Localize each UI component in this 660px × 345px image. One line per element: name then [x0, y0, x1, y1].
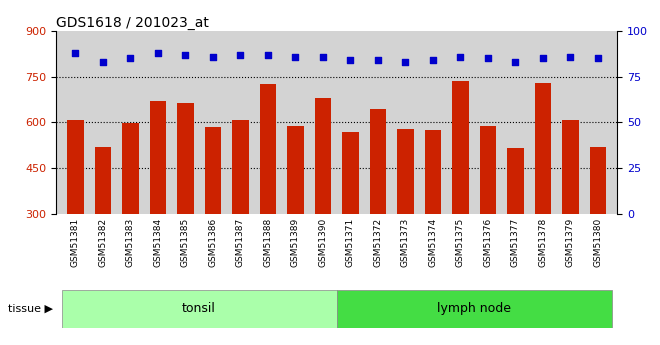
Text: GSM51390: GSM51390 — [318, 218, 327, 267]
Text: GSM51376: GSM51376 — [483, 218, 492, 267]
Text: GSM51373: GSM51373 — [401, 218, 410, 267]
Point — [593, 56, 603, 61]
Point — [510, 59, 521, 65]
Text: GSM51375: GSM51375 — [456, 218, 465, 267]
Text: GSM51372: GSM51372 — [374, 218, 382, 267]
Bar — [589, 147, 606, 214]
Bar — [122, 124, 139, 214]
Point — [207, 54, 218, 59]
Bar — [61, 290, 337, 328]
Bar — [315, 98, 331, 214]
Point — [537, 56, 548, 61]
Point — [372, 58, 383, 63]
Text: GSM51379: GSM51379 — [566, 218, 575, 267]
Bar — [452, 81, 469, 214]
Text: GSM51385: GSM51385 — [181, 218, 190, 267]
Point — [263, 52, 273, 58]
Point — [152, 50, 163, 56]
Bar — [205, 127, 221, 214]
Text: GSM51384: GSM51384 — [153, 218, 162, 267]
Text: GSM51383: GSM51383 — [126, 218, 135, 267]
Point — [400, 59, 411, 65]
Bar — [480, 126, 496, 214]
Bar — [94, 147, 111, 214]
Text: GSM51377: GSM51377 — [511, 218, 520, 267]
Point — [70, 50, 81, 56]
Point — [317, 54, 328, 59]
Bar — [342, 131, 358, 214]
Bar — [562, 120, 579, 214]
Text: tonsil: tonsil — [182, 302, 216, 315]
Text: GSM51378: GSM51378 — [539, 218, 547, 267]
Bar — [337, 290, 612, 328]
Text: GSM51381: GSM51381 — [71, 218, 80, 267]
Bar — [177, 103, 193, 214]
Text: GSM51382: GSM51382 — [98, 218, 108, 267]
Text: GSM51387: GSM51387 — [236, 218, 245, 267]
Text: GSM51388: GSM51388 — [263, 218, 273, 267]
Bar — [397, 129, 414, 214]
Point — [482, 56, 493, 61]
Bar — [507, 148, 523, 214]
Bar — [287, 126, 304, 214]
Text: GSM51386: GSM51386 — [209, 218, 217, 267]
Bar — [535, 83, 551, 214]
Point — [180, 52, 191, 58]
Text: lymph node: lymph node — [437, 302, 511, 315]
Point — [290, 54, 300, 59]
Point — [235, 52, 246, 58]
Point — [345, 58, 356, 63]
Bar — [67, 120, 84, 214]
Point — [455, 54, 465, 59]
Bar — [424, 130, 441, 214]
Text: tissue ▶: tissue ▶ — [8, 304, 53, 314]
Bar — [259, 85, 276, 214]
Bar — [232, 120, 249, 214]
Bar — [150, 101, 166, 214]
Text: GDS1618 / 201023_at: GDS1618 / 201023_at — [56, 16, 209, 30]
Point — [125, 56, 136, 61]
Text: GSM51389: GSM51389 — [291, 218, 300, 267]
Text: GSM51371: GSM51371 — [346, 218, 355, 267]
Point — [428, 58, 438, 63]
Bar — [370, 109, 386, 214]
Text: GSM51380: GSM51380 — [593, 218, 603, 267]
Text: GSM51374: GSM51374 — [428, 218, 438, 267]
Point — [98, 59, 108, 65]
Point — [565, 54, 576, 59]
